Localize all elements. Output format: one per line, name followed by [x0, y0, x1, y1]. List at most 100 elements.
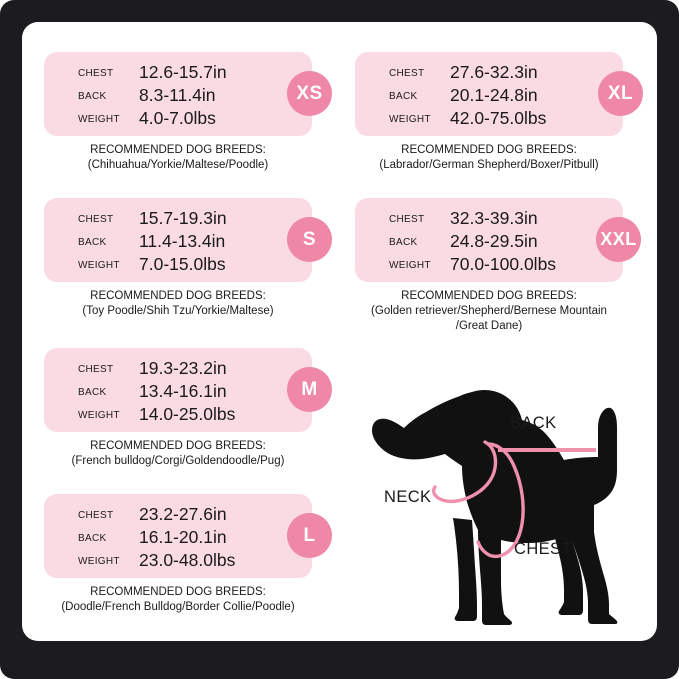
breeds-heading: RECOMMENDED DOG BREEDS:: [90, 586, 266, 598]
dog-diagram-svg: [372, 390, 618, 625]
breeds-heading: RECOMMENDED DOG BREEDS:: [401, 290, 577, 302]
row-label-chest: CHEST: [78, 510, 114, 521]
row-chest: CHEST 12.6-15.7in: [44, 62, 312, 86]
row-weight: WEIGHT 7.0-15.0lbs: [44, 254, 312, 278]
row-value-weight: 23.0-48.0lbs: [139, 550, 236, 570]
chest-measure-loop: [476, 442, 525, 559]
size-badge-xl: XL: [598, 71, 643, 116]
recommended-breeds-xxl: RECOMMENDED DOG BREEDS: (Golden retrieve…: [329, 289, 649, 334]
row-back: BACK 8.3-11.4in: [44, 85, 312, 109]
size-card-m: CHEST 19.3-23.2in BACK 13.4-16.1in WEIGH…: [44, 348, 332, 469]
measurement-rows: CHEST 12.6-15.7in BACK 8.3-11.4in WEIGHT…: [44, 52, 312, 136]
row-weight: WEIGHT 23.0-48.0lbs: [44, 550, 312, 574]
row-label-chest: CHEST: [389, 214, 425, 225]
size-card-xl: CHEST 27.6-32.3in BACK 20.1-24.8in WEIGH…: [355, 52, 643, 173]
diagram-label-chest: CHEST: [514, 540, 572, 558]
measurement-rows: CHEST 23.2-27.6in BACK 16.1-20.1in WEIGH…: [44, 494, 312, 578]
recommended-breeds-m: RECOMMENDED DOG BREEDS: (French bulldog/…: [33, 439, 323, 469]
breeds-heading: RECOMMENDED DOG BREEDS:: [90, 144, 266, 156]
size-card-body: CHEST 15.7-19.3in BACK 11.4-13.4in WEIGH…: [44, 198, 332, 282]
row-label-weight: WEIGHT: [389, 260, 431, 271]
row-value-back: 8.3-11.4in: [139, 85, 216, 105]
row-chest: CHEST 27.6-32.3in: [355, 62, 623, 86]
neck-measure-loop: [431, 440, 498, 504]
size-badge-l: L: [287, 513, 332, 558]
row-label-back: BACK: [389, 91, 418, 102]
row-weight: WEIGHT 42.0-75.0lbs: [355, 108, 623, 132]
row-back: BACK 20.1-24.8in: [355, 85, 623, 109]
row-back: BACK 13.4-16.1in: [44, 381, 312, 405]
row-label-weight: WEIGHT: [78, 410, 120, 421]
breeds-list: (French bulldog/Corgi/Goldendoodle/Pug): [71, 455, 285, 467]
breeds-list: (Chihuahua/Yorkie/Maltese/Poodle): [87, 159, 269, 171]
row-label-weight: WEIGHT: [78, 260, 120, 271]
breeds-list: (Golden retriever/Shepherd/Bernese Mount…: [371, 305, 607, 332]
size-card-xxl: CHEST 32.3-39.3in BACK 24.8-29.5in WEIGH…: [355, 198, 641, 334]
size-card-body: CHEST 19.3-23.2in BACK 13.4-16.1in WEIGH…: [44, 348, 332, 432]
dog-front-leg-icon: [453, 518, 477, 621]
row-value-chest: 23.2-27.6in: [139, 504, 227, 524]
breeds-heading: RECOMMENDED DOG BREEDS:: [401, 144, 577, 156]
measurement-rows: CHEST 27.6-32.3in BACK 20.1-24.8in WEIGH…: [355, 52, 623, 136]
row-label-back: BACK: [389, 237, 418, 248]
breeds-heading: RECOMMENDED DOG BREEDS:: [90, 440, 266, 452]
row-value-back: 13.4-16.1in: [139, 381, 227, 401]
size-card-l: CHEST 23.2-27.6in BACK 16.1-20.1in WEIGH…: [44, 494, 332, 615]
row-chest: CHEST 19.3-23.2in: [44, 358, 312, 382]
row-label-weight: WEIGHT: [78, 556, 120, 567]
row-value-back: 16.1-20.1in: [139, 527, 227, 547]
breeds-list: (Doodle/French Bulldog/Border Collie/Poo…: [61, 601, 295, 613]
row-value-chest: 27.6-32.3in: [450, 62, 538, 82]
row-label-chest: CHEST: [78, 68, 114, 79]
measurement-rows: CHEST 32.3-39.3in BACK 24.8-29.5in WEIGH…: [355, 198, 623, 282]
row-back: BACK 24.8-29.5in: [355, 231, 623, 255]
measurement-rows: CHEST 15.7-19.3in BACK 11.4-13.4in WEIGH…: [44, 198, 312, 282]
row-value-back: 20.1-24.8in: [450, 85, 538, 105]
dog-measurement-diagram: BACK NECK CHEST: [352, 370, 652, 632]
size-card-body: CHEST 12.6-15.7in BACK 8.3-11.4in WEIGHT…: [44, 52, 332, 136]
row-value-weight: 70.0-100.0lbs: [450, 254, 557, 274]
row-value-back: 24.8-29.5in: [450, 231, 538, 251]
recommended-breeds-s: RECOMMENDED DOG BREEDS: (Toy Poodle/Shih…: [33, 289, 323, 319]
row-label-weight: WEIGHT: [78, 114, 120, 125]
row-value-weight: 7.0-15.0lbs: [139, 254, 226, 274]
row-value-chest: 19.3-23.2in: [139, 358, 227, 378]
row-value-weight: 14.0-25.0lbs: [139, 404, 236, 424]
breeds-list: (Labrador/German Shepherd/Boxer/Pitbull): [379, 159, 599, 171]
diagram-label-back: BACK: [510, 414, 557, 432]
size-badge-m: M: [287, 367, 332, 412]
row-label-chest: CHEST: [389, 68, 425, 79]
row-chest: CHEST 32.3-39.3in: [355, 208, 623, 232]
row-weight: WEIGHT 70.0-100.0lbs: [355, 254, 623, 278]
row-label-back: BACK: [78, 237, 107, 248]
row-value-weight: 4.0-7.0lbs: [139, 108, 216, 128]
size-card-xs: CHEST 12.6-15.7in BACK 8.3-11.4in WEIGHT…: [44, 52, 332, 173]
breeds-heading: RECOMMENDED DOG BREEDS:: [90, 290, 266, 302]
row-value-chest: 12.6-15.7in: [139, 62, 227, 82]
row-back: BACK 11.4-13.4in: [44, 231, 312, 255]
row-value-back: 11.4-13.4in: [139, 231, 226, 251]
row-label-weight: WEIGHT: [389, 114, 431, 125]
row-value-weight: 42.0-75.0lbs: [450, 108, 547, 128]
size-badge-s: S: [287, 217, 332, 262]
size-card-s: CHEST 15.7-19.3in BACK 11.4-13.4in WEIGH…: [44, 198, 332, 319]
row-chest: CHEST 23.2-27.6in: [44, 504, 312, 528]
size-card-body: CHEST 32.3-39.3in BACK 24.8-29.5in WEIGH…: [355, 198, 641, 282]
row-back: BACK 16.1-20.1in: [44, 527, 312, 551]
size-badge-xs: XS: [287, 71, 332, 116]
row-label-chest: CHEST: [78, 364, 114, 375]
row-value-chest: 15.7-19.3in: [139, 208, 227, 228]
size-card-body: CHEST 23.2-27.6in BACK 16.1-20.1in WEIGH…: [44, 494, 332, 578]
dog-rear-leg-icon: [551, 520, 583, 615]
size-card-body: CHEST 27.6-32.3in BACK 20.1-24.8in WEIGH…: [355, 52, 643, 136]
row-weight: WEIGHT 4.0-7.0lbs: [44, 108, 312, 132]
size-chart-panel: CHEST 12.6-15.7in BACK 8.3-11.4in WEIGHT…: [22, 22, 657, 641]
breeds-list: (Toy Poodle/Shih Tzu/Yorkie/Maltese): [82, 305, 274, 317]
size-badge-xxl: XXL: [596, 217, 641, 262]
row-weight: WEIGHT 14.0-25.0lbs: [44, 404, 312, 428]
recommended-breeds-xl: RECOMMENDED DOG BREEDS: (Labrador/German…: [329, 143, 649, 173]
recommended-breeds-l: RECOMMENDED DOG BREEDS: (Doodle/French B…: [33, 585, 323, 615]
measurement-rows: CHEST 19.3-23.2in BACK 13.4-16.1in WEIGH…: [44, 348, 312, 432]
diagram-label-neck: NECK: [384, 488, 432, 506]
